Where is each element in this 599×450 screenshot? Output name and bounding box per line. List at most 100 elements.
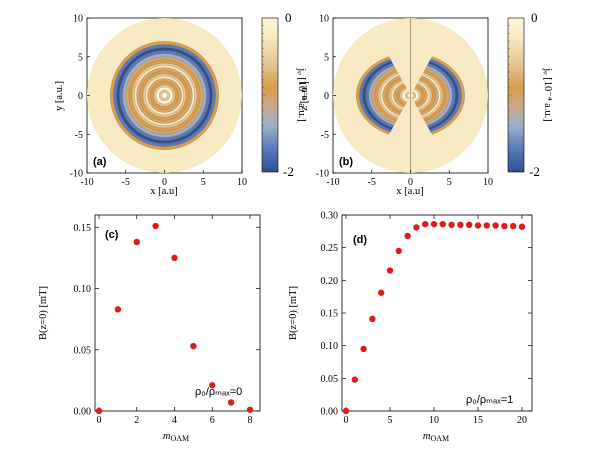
y-tick-label: 0.05 (321, 374, 339, 385)
panel-a-ticks: -10 -5 0 5 10 -10 -5 0 5 10 (70, 14, 247, 189)
panel-c-xlabel-sub: OAM (170, 434, 189, 443)
data-point (360, 345, 367, 353)
x-tick-label: 10 (429, 415, 439, 426)
x-tick-label: 20 (517, 415, 527, 426)
panel-d-ylabel: B(z=0) [mT] (288, 286, 299, 340)
data-point (227, 399, 235, 406)
data-point (422, 220, 429, 228)
x-tick-label: 0 (97, 415, 102, 426)
x-tick-label: 10 (237, 177, 247, 188)
x-tick-label: 5 (201, 177, 206, 188)
heatmap-rings (110, 41, 219, 150)
data-point (501, 222, 508, 230)
data-point (457, 221, 464, 228)
panel-b-colorbar-max: 0 (531, 10, 538, 25)
y-tick-label: 0.00 (74, 407, 92, 418)
panel-a-colorbar-label: jᵩ [10⁻⁴ a.u.] (296, 67, 307, 122)
panel-b-label: (b) (339, 156, 353, 168)
panel-b-colorbar-min: -2 (529, 164, 540, 179)
data-point (190, 342, 197, 350)
data-point (466, 221, 473, 228)
y-tick-label: 5 (78, 52, 83, 63)
data-point (209, 382, 216, 389)
panel-c-axes: 0 2 4 6 8 0.00 0.05 0.10 0.15 (74, 215, 260, 426)
panel-a: (a) x [a.u] y [a.u.] -10 -5 0 5 10-10-50510 … (54, 10, 307, 197)
x-tick-label: 5 (388, 415, 393, 426)
x-tick-label: 10 (483, 177, 493, 188)
data-point (114, 306, 122, 313)
x-tick-label: -10 (80, 177, 93, 188)
data-point (492, 222, 499, 229)
y-tick-label: 10 (319, 14, 329, 25)
data-point (439, 220, 446, 228)
panel-c-xlabel-main: m (163, 431, 171, 442)
panel-c-annotation: ρ₀/ρₘₐₓ=0 (195, 386, 242, 398)
panel-c: 0 2 4 6 8 0.00 0.05 0.10 0.15 (c) ρ₀/ρₘₐₓ=0 B(z=… (38, 214, 261, 443)
x-tick-label: -5 (368, 177, 376, 188)
data-point (133, 238, 140, 246)
data-point (510, 222, 517, 230)
y-tick-label: 5 (324, 52, 329, 63)
data-point (171, 254, 178, 262)
y-tick-label: 0.05 (74, 345, 92, 356)
panel-c-points (95, 222, 254, 415)
panel-a-heatmap (87, 18, 242, 173)
y-tick-label: -10 (316, 169, 329, 180)
panel-d-xlabel: mOAM (423, 431, 449, 443)
panel-d-xlabel-sub: OAM (430, 434, 449, 443)
x-tick-label: 0 (344, 415, 349, 426)
panel-b: (b) x [a.u] z [a.u.] -10 -5 0 5 10-10-50510 … (299, 10, 553, 197)
panel-c-frame (94, 214, 261, 412)
panel-a-colorbar-ticks (262, 17, 266, 173)
x-tick-label: 4 (172, 415, 177, 426)
data-point (95, 407, 103, 415)
panel-a-colorbar-min: -2 (283, 164, 294, 179)
x-tick-label: 0 (162, 177, 167, 188)
y-tick-label: 0.00 (321, 407, 339, 418)
panel-b-ylabel: z [a.u.] (299, 81, 310, 110)
y-tick-label: 0.30 (321, 211, 339, 222)
y-tick-label: 0.25 (321, 243, 339, 254)
data-point (518, 223, 526, 230)
y-tick-label: -5 (321, 130, 329, 141)
panel-b-ticks: -10 -5 0 5 10 -10 -5 0 5 10 (316, 14, 493, 189)
panel-a-ylabel: y [a.u.] (54, 81, 65, 111)
data-point (386, 267, 394, 274)
y-tick-label: 0 (78, 91, 83, 102)
x-tick-label: 2 (134, 415, 139, 426)
data-point (413, 224, 420, 231)
panel-b-colorbar-ticks (508, 17, 512, 173)
panel-d-annotation: ρ₀/ρₘₐₓ=1 (466, 394, 513, 406)
y-tick-label: -5 (75, 130, 83, 141)
panel-d-xlabel-main: m (423, 431, 431, 442)
x-tick-label: -5 (122, 177, 130, 188)
x-tick-label: 8 (248, 415, 253, 426)
panel-c-ylabel: B(z=0) [mT] (38, 286, 49, 340)
y-tick-label: -10 (70, 169, 83, 180)
x-tick-label: 0 (408, 177, 413, 188)
data-point (246, 406, 254, 413)
panel-a-label: (a) (93, 156, 107, 168)
panel-a-colorbar-max: 0 (285, 10, 292, 25)
panel-b-colorbar-label: jᵩ [10⁻⁴ a.u.] (542, 67, 553, 122)
y-tick-label: 10 (73, 14, 83, 25)
panel-d: 0 5 10 15 20 0.00 0.05 0.10 0.15 0.20 0.25 0.30 (d)… (288, 211, 533, 443)
panel-d-label: (d) (353, 234, 367, 246)
panel-b-xlabel: x [a.u] (396, 186, 423, 197)
data-point (474, 222, 482, 229)
data-point (351, 376, 358, 383)
panel-d-axes: 0 5 10 15 20 0.00 0.05 0.10 0.15 0.20 0.25 0.30 (321, 211, 532, 426)
data-point (152, 222, 159, 230)
x-tick-label: -10 (326, 177, 339, 188)
panel-c-label: (c) (105, 229, 119, 241)
y-tick-label: 0.20 (321, 276, 339, 287)
data-point (430, 220, 438, 228)
x-tick-label: 5 (447, 177, 452, 188)
panel-c-xlabel: mOAM (163, 431, 189, 443)
y-tick-label: 0.15 (74, 223, 92, 234)
y-tick-label: 0.10 (74, 284, 92, 295)
data-point (395, 247, 402, 255)
y-tick-label: 0 (324, 91, 329, 102)
panel-d-frame (341, 214, 533, 412)
